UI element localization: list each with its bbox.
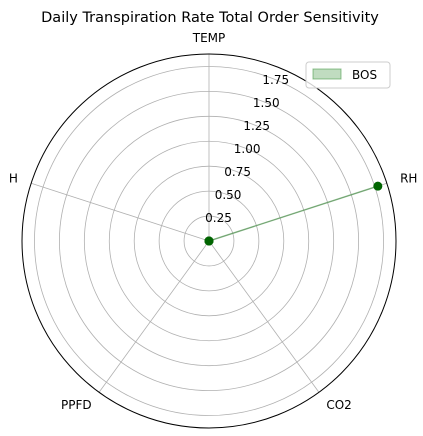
axis-label-temp: TEMP (192, 31, 226, 45)
legend: BOS (305, 61, 391, 89)
outer-frame (21, 53, 397, 429)
axis-label-rh: RH (400, 171, 417, 185)
rtick-label-0: 0.25 (205, 211, 232, 225)
rtick-label-6: 1.75 (262, 73, 289, 87)
rtick-label-3: 1.00 (234, 142, 261, 156)
rtick-label-1: 0.50 (215, 188, 242, 202)
rtick-label-2: 0.75 (224, 165, 251, 179)
axis-label-h: H (9, 171, 18, 185)
axis-label-ppfd: PPFD (61, 398, 92, 412)
spoke-co2 (208, 240, 320, 393)
series-layer (204, 181, 383, 246)
data-point-h (204, 236, 214, 246)
radial-tick-labels: 0.25 0.50 0.75 1.00 1.25 1.50 1.75 (205, 73, 289, 225)
spoke-ppfd (98, 240, 210, 393)
rtick-label-4: 1.25 (243, 119, 270, 133)
axis-labels: TEMP RH CO2 PPFD H (9, 31, 418, 412)
rtick-label-5: 1.50 (253, 96, 280, 110)
spoke-h (31, 182, 210, 242)
data-point-rh (373, 181, 383, 191)
chart-title: Daily Transpiration Rate Total Order Sen… (41, 10, 379, 26)
legend-swatch-bos (312, 68, 342, 80)
axis-label-co2: CO2 (326, 398, 351, 412)
legend-label-bos: BOS (352, 68, 377, 82)
